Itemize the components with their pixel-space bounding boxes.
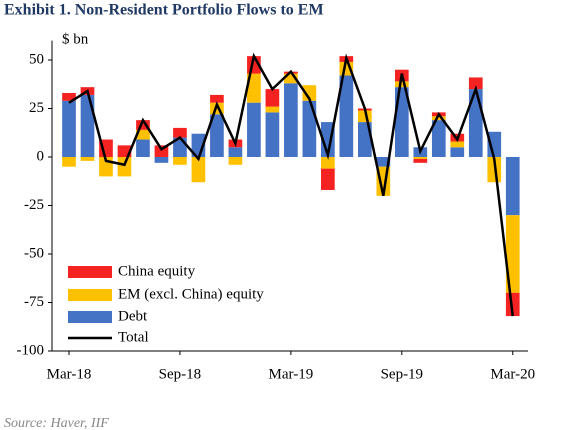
bar-segment	[394, 81, 409, 88]
bar-segment	[136, 139, 150, 157]
y-tick-label: 50	[29, 51, 44, 67]
bar-segment	[173, 127, 187, 138]
bar-segment	[62, 92, 76, 101]
chart-title: Exhibit 1. Non-Resident Portfolio Flows …	[4, 2, 324, 19]
bar-segment	[505, 157, 520, 216]
y-tick-label: -75	[24, 294, 44, 310]
y-tick-label: 25	[29, 100, 44, 116]
y-tick-label: 0	[37, 148, 45, 164]
y-tick-label: -50	[24, 245, 44, 261]
bar-segment	[173, 157, 187, 165]
bar-segment	[376, 157, 391, 167]
bar-segment	[265, 106, 280, 113]
x-tick-label: Mar-19	[269, 366, 314, 382]
x-tick-label: Sep-19	[381, 366, 424, 382]
bar-segment	[210, 102, 224, 115]
bar-segment	[154, 145, 169, 157]
bar-segment	[431, 116, 446, 121]
bar-segment	[80, 94, 95, 157]
bar-segment	[62, 100, 76, 157]
legend-swatch	[68, 289, 112, 301]
bar-segment	[154, 157, 169, 163]
bar-segment	[413, 157, 428, 159]
legend-label: China equity	[118, 263, 196, 279]
bar-segment	[228, 147, 243, 157]
bar-segment	[80, 157, 95, 161]
legend-label: Total	[118, 329, 149, 345]
x-tick-label: Mar-18	[47, 366, 92, 382]
bar-segment	[357, 122, 372, 157]
bar-segment	[228, 157, 243, 165]
bar-segment	[431, 120, 446, 157]
bar-segment	[117, 145, 132, 157]
x-tick-label: Mar-20	[490, 366, 535, 382]
total-line	[68, 52, 514, 317]
legend-label: Debt	[118, 308, 148, 324]
bar-segment	[413, 158, 428, 163]
bar-segment	[265, 89, 280, 107]
bar-segment	[302, 100, 317, 157]
bar-segment	[210, 94, 224, 103]
bar-segment	[191, 157, 206, 183]
legend-swatch	[68, 266, 112, 278]
bar-segment	[247, 73, 261, 103]
bar-segment	[284, 73, 298, 84]
bar-segment	[136, 120, 150, 130]
bar-segment	[265, 112, 280, 157]
x-tick-label: Sep-18	[159, 366, 202, 382]
bar-segment	[339, 75, 354, 157]
bar-segment	[302, 85, 317, 101]
y-tick-label: -25	[24, 197, 44, 213]
bar-segment	[357, 110, 372, 123]
bar-segment	[468, 77, 483, 90]
bar-segment	[136, 129, 150, 140]
y-axis-label: $ bn	[62, 31, 89, 47]
bar-segment	[450, 147, 465, 157]
bar-segment	[321, 157, 335, 169]
source: Source: Haver, IIF	[4, 416, 109, 430]
bar-segment	[321, 168, 335, 190]
bar-segment	[117, 157, 132, 177]
legend-swatch	[68, 311, 112, 323]
bar-segment	[210, 114, 224, 157]
bar-segment	[247, 102, 261, 157]
bar-segment	[505, 292, 520, 317]
legend-label: EM (excl. China) equity	[118, 286, 264, 302]
bar-segment	[450, 141, 465, 148]
bar-segment	[62, 157, 76, 167]
y-tick-label: -100	[17, 342, 45, 358]
bar-segment	[394, 87, 409, 157]
bar-segment	[505, 215, 520, 293]
bar-segment	[284, 83, 298, 157]
